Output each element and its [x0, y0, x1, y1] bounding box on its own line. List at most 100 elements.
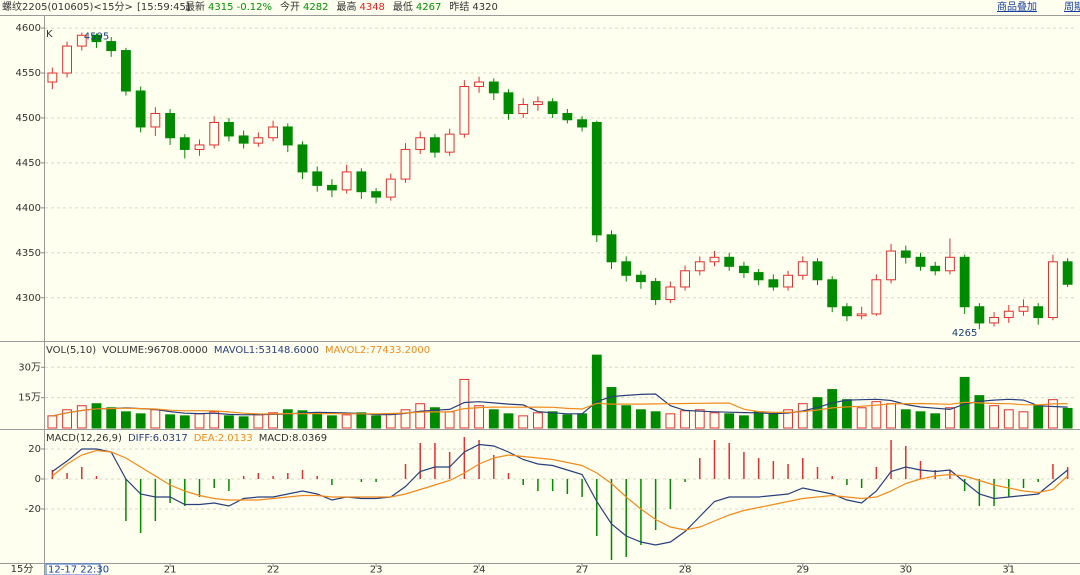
quote-label: 最新 [185, 0, 205, 13]
volume-bar [135, 413, 146, 429]
candle-body [797, 261, 808, 276]
volume-bar [709, 412, 720, 429]
candle-body [591, 121, 602, 236]
cursor-box [45, 563, 101, 575]
volume-bar [1062, 407, 1073, 429]
x-tick-label: 21 [164, 565, 177, 575]
volume-bar [989, 405, 999, 429]
candle-body [430, 137, 440, 153]
volume-bar [385, 413, 396, 429]
candle-body [547, 101, 558, 114]
volume-bar [62, 409, 72, 429]
candle-body [1033, 306, 1044, 319]
candle-body [76, 34, 87, 47]
candle-body [459, 86, 470, 135]
candle-body [224, 121, 234, 137]
volume-bar [974, 395, 985, 429]
candle-body [959, 256, 970, 308]
x-tick-label: 12-17 22:30 [48, 565, 109, 575]
volume-bar [547, 411, 558, 429]
candle-body [724, 256, 735, 267]
candle-body [444, 133, 455, 153]
candle-body [268, 126, 278, 139]
x-tick-label: 31 [1002, 565, 1015, 575]
volume-bar [768, 413, 779, 429]
y-tick-label: 4500 [16, 113, 41, 124]
candle-body [842, 306, 852, 317]
candle-body [945, 256, 955, 272]
volume-bar [636, 409, 646, 429]
y-tick-label: 4400 [16, 203, 41, 214]
quote-label: 昨结 [449, 0, 469, 13]
candle-body [1018, 306, 1029, 312]
panel-readout: DIFF:6.0317 [128, 433, 188, 444]
volume-bar [739, 415, 749, 429]
candle-body [1048, 261, 1058, 319]
volume-bar [606, 387, 617, 429]
volume-bar [400, 409, 411, 429]
volume-bar [650, 411, 661, 429]
volume-bar [812, 397, 823, 429]
candle-body [282, 126, 293, 146]
volume-bar [1003, 409, 1014, 429]
volume-bar [694, 409, 705, 429]
volume-bar [886, 403, 896, 429]
candle-body [356, 171, 367, 193]
candle-body [327, 184, 337, 191]
candle-body [827, 279, 838, 308]
candle-body [135, 90, 146, 128]
volume-bar [1048, 399, 1058, 429]
candle-body [179, 137, 190, 150]
y-tick-label: 4450 [16, 158, 41, 169]
volume-bar [900, 409, 911, 429]
panel-readout: VOLUME:96708.0000 [102, 345, 208, 356]
volume-bar [1018, 411, 1029, 429]
x-tick-label: 22 [267, 565, 280, 575]
candle-body [915, 256, 926, 267]
candle-body [665, 286, 676, 301]
candle-body [930, 265, 941, 272]
indicator-line [52, 393, 1068, 417]
candle-body [650, 281, 661, 301]
panel-readout: DEA:2.0133 [194, 433, 253, 444]
volume-bar [209, 411, 220, 429]
candle-body [297, 144, 308, 173]
candle-body [488, 81, 499, 94]
volume-bar [47, 415, 58, 429]
candle-body [783, 274, 793, 288]
x-unit: 15分 [11, 563, 34, 575]
volume-bar [165, 414, 175, 429]
candle-body [518, 103, 529, 114]
candle-body [886, 250, 896, 281]
volume-bar [488, 409, 499, 429]
y-tick-label: 30万 [18, 362, 41, 373]
quote-label: 最低 [393, 0, 413, 13]
period-button[interactable]: 周期 [1064, 1, 1080, 13]
quote-value: 4348 [359, 2, 384, 13]
volume-bar [930, 413, 941, 429]
overlay-button[interactable]: 商品叠加 [997, 0, 1037, 13]
candle-body [194, 144, 205, 150]
y-tick-label: 4600 [16, 23, 41, 34]
indicator-line [52, 401, 1068, 417]
low-annotation: 4265 [952, 328, 977, 339]
volume-bar [106, 407, 117, 429]
candle-body [371, 191, 381, 198]
volume-bar [680, 410, 690, 429]
candle-body [47, 72, 58, 83]
y-tick-label: 4550 [16, 68, 41, 79]
volume-bar [268, 412, 278, 429]
candle-body [62, 45, 72, 74]
y-tick-label: 0 [35, 474, 41, 485]
volume-bar [459, 378, 470, 429]
volume-bar [856, 407, 867, 429]
quote-value: 4320 [472, 2, 497, 13]
volume-bar [282, 409, 293, 429]
candle-body [209, 121, 220, 146]
quote-label: 最高 [336, 0, 356, 13]
volume-bar [179, 415, 190, 429]
candle-body [636, 274, 646, 283]
volume-bar [915, 411, 926, 429]
y-tick-label: 20 [28, 444, 41, 455]
